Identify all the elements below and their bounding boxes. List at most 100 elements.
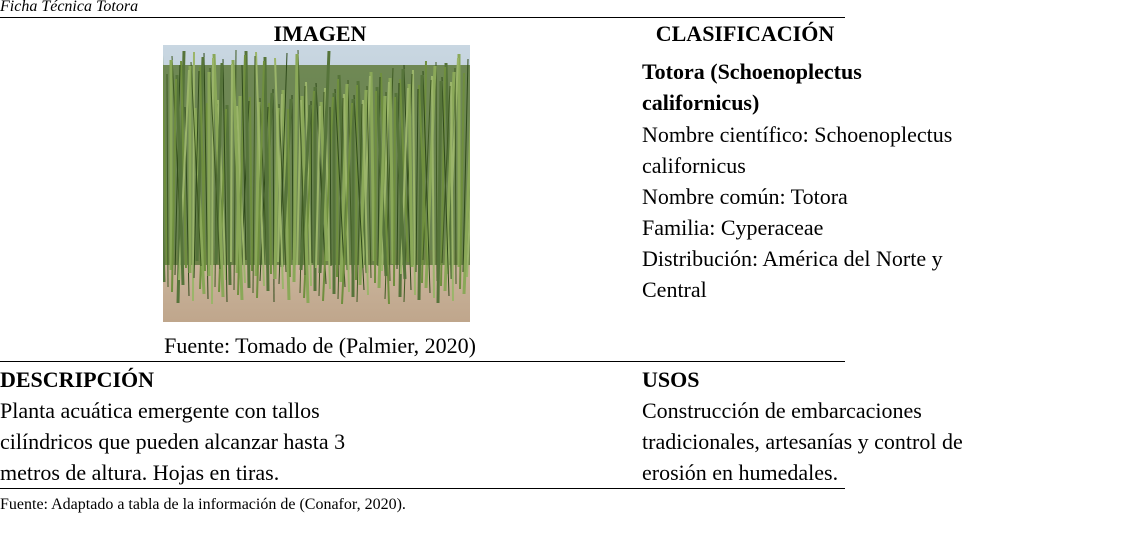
- name-line: californicus): [642, 90, 760, 115]
- reed: [163, 54, 168, 266]
- reed: [337, 97, 344, 300]
- text-line: cilíndricos que pueden alcanzar hasta 3: [0, 429, 346, 454]
- reed: [334, 88, 346, 288]
- reed: [193, 70, 200, 279]
- usos-lines: Construcción de embarcaciones tradicional…: [642, 395, 963, 488]
- text-line: tradicionales, artesanías y control de: [642, 429, 963, 454]
- image-source: Fuente: Tomado de (Palmier, 2020): [164, 333, 476, 358]
- reed: [278, 52, 288, 285]
- reed: [225, 104, 232, 286]
- reed: [329, 106, 332, 267]
- reed: [244, 50, 251, 289]
- text-line: Planta acuática emergente con tallos: [0, 398, 320, 423]
- reed: [299, 104, 312, 271]
- text-line: Nombre común: Totora: [642, 184, 848, 209]
- reed: [252, 55, 256, 294]
- reed: [315, 82, 327, 285]
- reed: [190, 61, 202, 267]
- rule: [0, 361, 845, 362]
- reed: [195, 56, 205, 262]
- descripcion-lines: Planta acuática emergente con tallos cilí…: [0, 395, 345, 488]
- reed: [403, 64, 412, 291]
- text-line: metros de altura. Hojas en tiras.: [0, 460, 280, 485]
- reed: [385, 91, 391, 282]
- reed: [297, 49, 306, 276]
- reed: [341, 102, 353, 305]
- text-line: Familia: Cyperaceae: [642, 215, 824, 240]
- caption: Ficha Técnica Totora: [0, 0, 139, 15]
- reed: [369, 71, 376, 262]
- reed: [310, 100, 313, 264]
- text-line: Construcción de embarcaciones: [642, 398, 922, 423]
- reed: [318, 50, 331, 274]
- species-name: Totora (Schoenoplectus californicus): [642, 56, 862, 118]
- reed: [377, 95, 387, 289]
- reed: [394, 92, 407, 280]
- reed: [233, 49, 237, 291]
- imagen-title: IMAGEN: [273, 21, 367, 46]
- reed: [339, 83, 349, 283]
- reed: [268, 102, 272, 275]
- reed: [450, 81, 454, 302]
- reed: [436, 80, 443, 304]
- reed: [166, 73, 169, 288]
- reed: [356, 103, 363, 303]
- classification-lines: Nombre científico: Schoenoplectus califor…: [642, 119, 952, 305]
- reed: [218, 108, 227, 293]
- reed: [249, 96, 253, 272]
- reed: [358, 89, 368, 286]
- reed: [366, 85, 372, 279]
- reed: [199, 66, 206, 272]
- reed: [315, 105, 321, 269]
- reed: [431, 75, 435, 299]
- reed: [421, 60, 427, 284]
- reed: [466, 191, 470, 278]
- reed: [393, 96, 396, 287]
- reed: [291, 94, 294, 261]
- reed: [462, 58, 469, 273]
- usos-title: USOS: [642, 367, 700, 392]
- reed: [231, 59, 244, 301]
- reed: [203, 52, 209, 300]
- reed: [274, 57, 284, 290]
- reed: [214, 62, 224, 265]
- clasificacion-title: CLASIFICACIÓN: [655, 21, 835, 46]
- text-line: erosión en humedales.: [642, 460, 839, 485]
- reed: [415, 88, 419, 273]
- text-line: Distribución: América del Norte y: [642, 246, 943, 271]
- reed: [443, 71, 456, 292]
- reed: [171, 78, 177, 293]
- reed: [209, 67, 221, 270]
- reed: [263, 56, 270, 292]
- reed: [418, 84, 428, 266]
- reed: [211, 57, 214, 305]
- reed: [440, 66, 446, 287]
- reed: [396, 82, 400, 270]
- text-line: californicus: [642, 153, 746, 178]
- reed: [305, 81, 312, 287]
- reed: [424, 65, 437, 289]
- reed: [422, 79, 432, 261]
- reed: [175, 74, 185, 286]
- reed: [347, 79, 353, 276]
- text-line: Central: [642, 277, 707, 302]
- reed: [374, 90, 377, 284]
- reed: [407, 83, 414, 268]
- reed: [459, 72, 465, 290]
- reed: [355, 84, 358, 281]
- reed: [435, 61, 438, 282]
- reed: [280, 98, 293, 268]
- reed: [322, 96, 334, 302]
- reed: [256, 60, 265, 299]
- reed: [222, 58, 228, 303]
- reed: [388, 77, 395, 265]
- reed: [336, 78, 339, 278]
- reed: [353, 94, 365, 291]
- reed: [287, 108, 291, 278]
- reed: [454, 67, 457, 285]
- rule: [0, 17, 845, 18]
- reed: [462, 113, 470, 295]
- name-line: Totora (Schoenoplectus: [642, 59, 862, 84]
- text-line: Nombre científico: Schoenoplectus: [642, 122, 953, 147]
